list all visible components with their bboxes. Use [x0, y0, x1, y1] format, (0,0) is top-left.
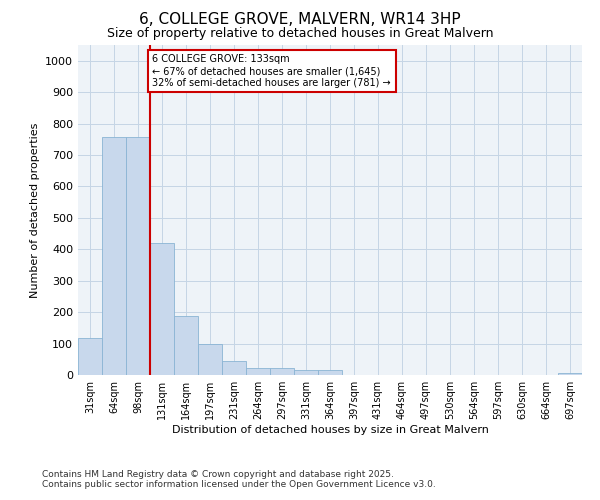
- Bar: [126, 137, 150, 375]
- Bar: [246, 368, 270, 375]
- X-axis label: Distribution of detached houses by size in Great Malvern: Distribution of detached houses by size …: [172, 425, 488, 435]
- Bar: [294, 370, 318, 375]
- Bar: [558, 373, 582, 375]
- Text: 6, COLLEGE GROVE, MALVERN, WR14 3HP: 6, COLLEGE GROVE, MALVERN, WR14 3HP: [139, 12, 461, 28]
- Text: 6 COLLEGE GROVE: 133sqm
← 67% of detached houses are smaller (1,645)
32% of semi: 6 COLLEGE GROVE: 133sqm ← 67% of detache…: [152, 54, 391, 88]
- Y-axis label: Number of detached properties: Number of detached properties: [29, 122, 40, 298]
- Bar: [270, 368, 294, 375]
- Bar: [174, 316, 198, 375]
- Bar: [198, 344, 222, 375]
- Bar: [102, 137, 126, 375]
- Bar: [150, 243, 174, 375]
- Bar: [318, 370, 342, 375]
- Bar: [222, 361, 246, 375]
- Text: Size of property relative to detached houses in Great Malvern: Size of property relative to detached ho…: [107, 28, 493, 40]
- Bar: [78, 338, 102, 375]
- Text: Contains HM Land Registry data © Crown copyright and database right 2025.
Contai: Contains HM Land Registry data © Crown c…: [42, 470, 436, 489]
